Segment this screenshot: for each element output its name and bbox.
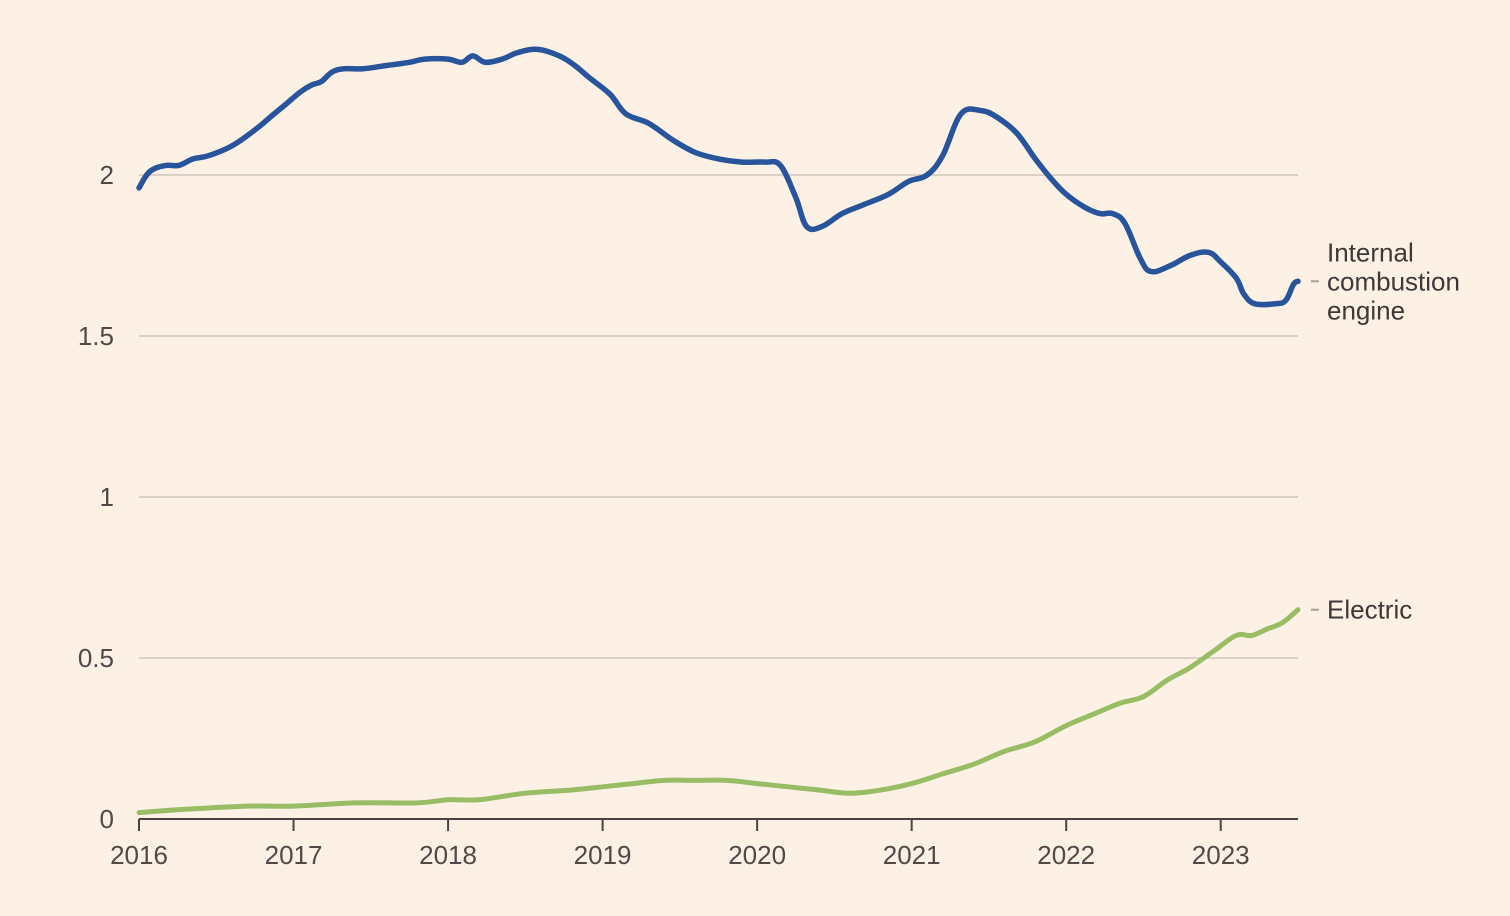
y-tick-label: 0 [100,804,114,834]
series-lines [136,46,1301,816]
x-tick-label: 2022 [1037,840,1095,870]
y-tick-label: 2 [100,160,114,190]
x-tick-label: 2016 [110,840,168,870]
series-label-internal-combustion-engine: Internal combustion engine [1327,237,1460,325]
y-tick-label: 1.5 [78,321,114,351]
x-axis: 2016 2017 2018 2019 2020 2021 2022 2023 [110,818,1298,870]
x-tick-label: 2018 [419,840,477,870]
x-tick-label: 2023 [1192,840,1250,870]
series-label-line: Electric [1327,595,1412,625]
x-tick-label: 2017 [265,840,323,870]
x-tick-label: 2019 [574,840,632,870]
gridlines: 0 0.5 1 1.5 2 [78,160,1298,834]
series-label-electric: Electric [1327,595,1412,625]
series-line-electric [136,607,1301,816]
series-label-line: engine [1327,295,1405,325]
series-label-line: Internal [1327,237,1414,267]
x-tick-label: 2021 [883,840,941,870]
series-line-internal-combustion-engine [136,46,1301,308]
series-labels: Internal combustion engine Electric [1311,237,1460,625]
series-label-line: combustion [1327,266,1460,296]
y-tick-label: 1 [100,482,114,512]
y-tick-label: 0.5 [78,643,114,673]
x-tick-label: 2020 [728,840,786,870]
